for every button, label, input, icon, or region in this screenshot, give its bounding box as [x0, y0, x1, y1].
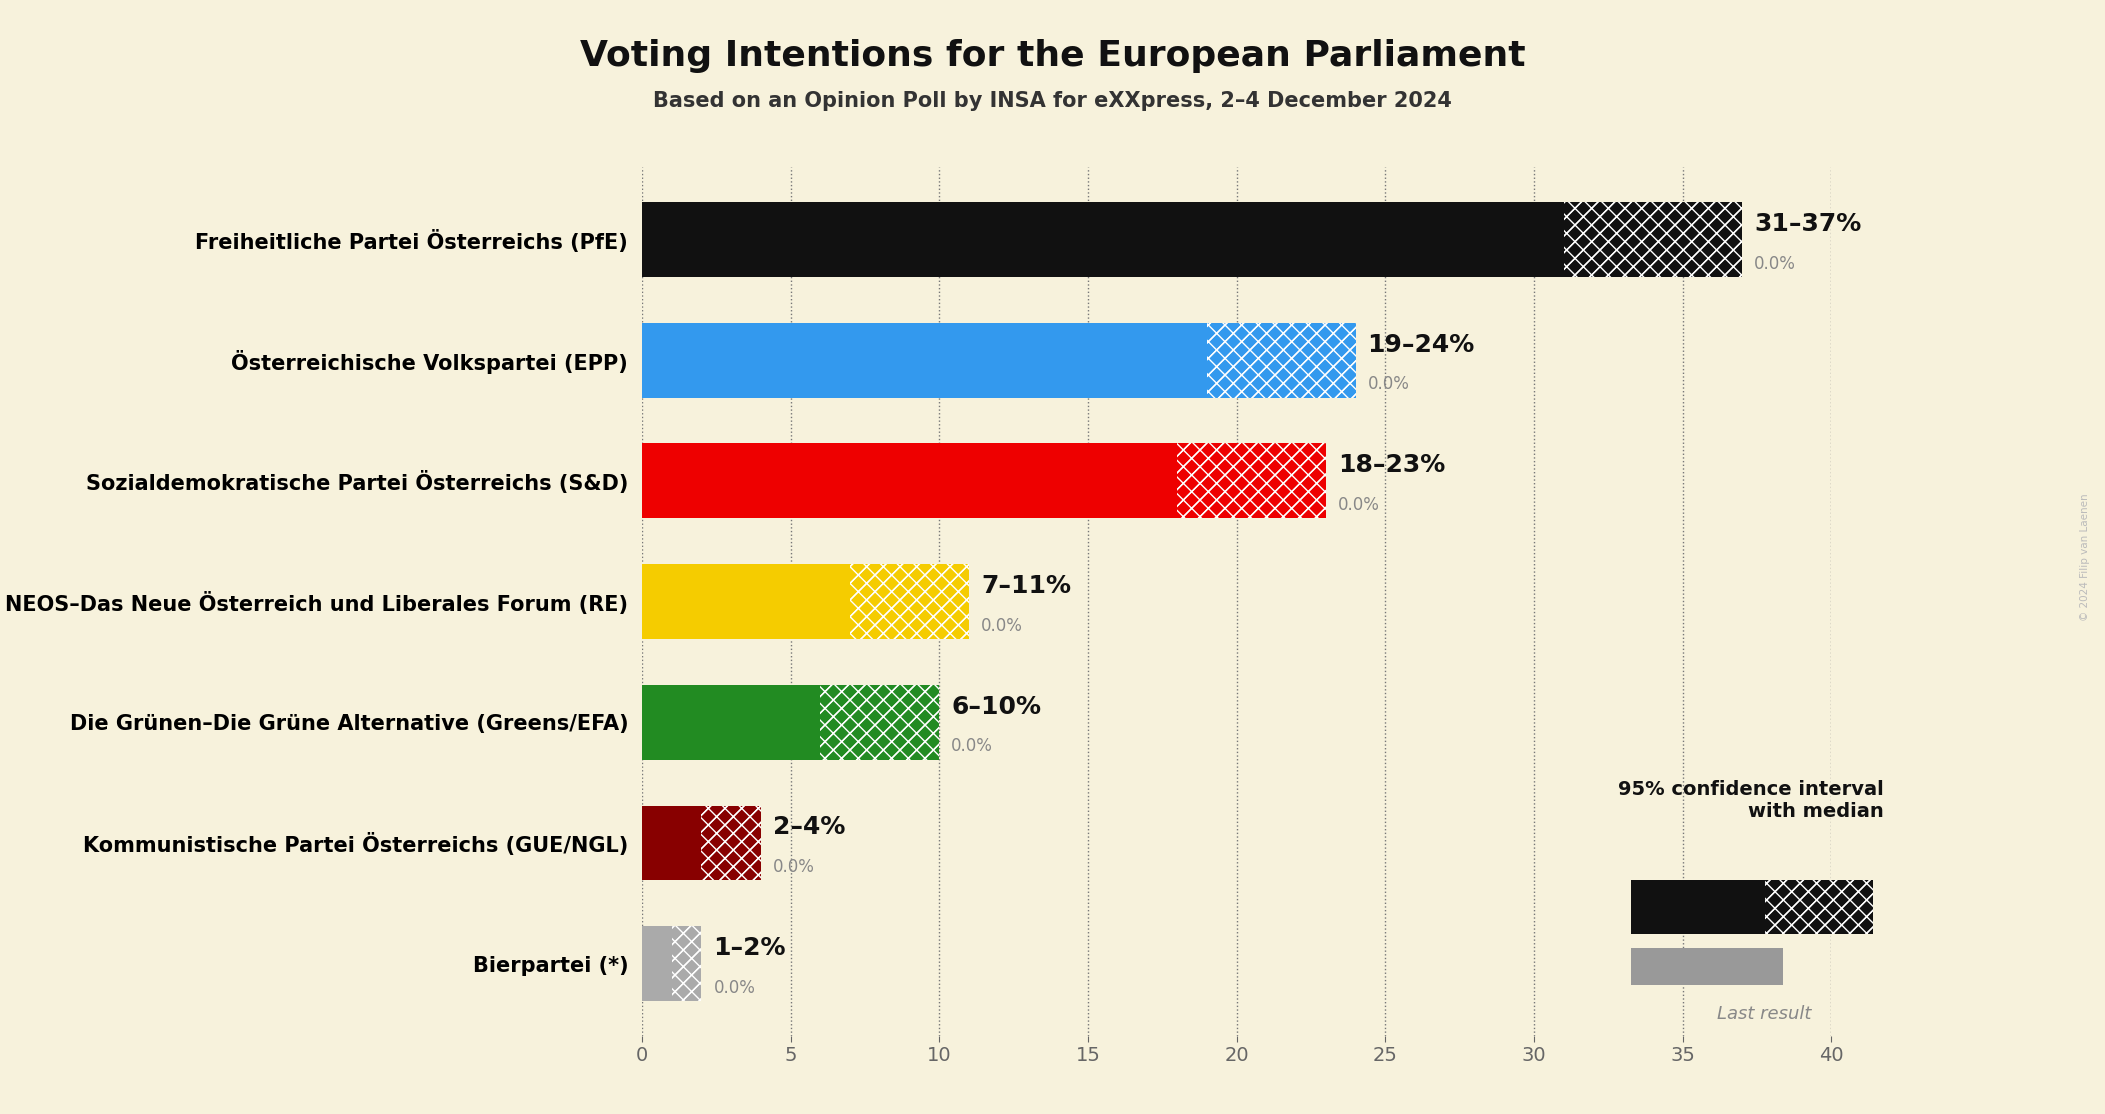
- Bar: [642, 926, 671, 1001]
- Bar: [1206, 323, 1356, 398]
- Bar: [850, 564, 968, 639]
- Bar: [671, 926, 701, 1001]
- Bar: [642, 805, 701, 880]
- Bar: [1177, 443, 1326, 518]
- Text: 1–2%: 1–2%: [714, 936, 785, 960]
- Bar: [1764, 880, 1873, 935]
- Text: Voting Intentions for the European Parliament: Voting Intentions for the European Parli…: [579, 39, 1526, 74]
- Bar: [821, 685, 939, 760]
- Text: 0.0%: 0.0%: [1368, 375, 1410, 393]
- Text: 31–37%: 31–37%: [1753, 212, 1861, 236]
- Text: © 2024 Filip van Laenen: © 2024 Filip van Laenen: [2080, 494, 2090, 620]
- Text: 0.0%: 0.0%: [1339, 496, 1379, 514]
- Text: 0.0%: 0.0%: [981, 617, 1023, 635]
- Text: Last result: Last result: [1718, 1005, 1810, 1023]
- Text: 2–4%: 2–4%: [773, 815, 846, 839]
- Bar: [850, 564, 968, 639]
- Bar: [1564, 202, 1743, 277]
- Text: 7–11%: 7–11%: [981, 574, 1071, 598]
- Text: 0.0%: 0.0%: [773, 858, 815, 876]
- Text: 0.0%: 0.0%: [951, 737, 994, 755]
- Text: 0.0%: 0.0%: [714, 979, 756, 997]
- Bar: [821, 685, 939, 760]
- Text: 0.0%: 0.0%: [1753, 255, 1796, 273]
- Bar: [701, 805, 760, 880]
- Bar: [671, 926, 701, 1001]
- Text: 6–10%: 6–10%: [951, 694, 1042, 719]
- Text: 18–23%: 18–23%: [1339, 453, 1444, 477]
- Bar: [642, 323, 1206, 398]
- Bar: [642, 202, 1564, 277]
- Bar: [1764, 880, 1873, 935]
- Bar: [701, 805, 760, 880]
- Bar: [642, 685, 821, 760]
- Bar: [1631, 948, 1783, 985]
- Bar: [642, 443, 1177, 518]
- Text: 95% confidence interval
with median: 95% confidence interval with median: [1619, 780, 1884, 821]
- Text: 19–24%: 19–24%: [1368, 332, 1476, 356]
- Bar: [1177, 443, 1326, 518]
- Bar: [1206, 323, 1356, 398]
- Bar: [1564, 202, 1743, 277]
- Text: Based on an Opinion Poll by INSA for eXXpress, 2–4 December 2024: Based on an Opinion Poll by INSA for eXX…: [653, 91, 1452, 111]
- Bar: [642, 564, 850, 639]
- Bar: [1631, 880, 1764, 935]
